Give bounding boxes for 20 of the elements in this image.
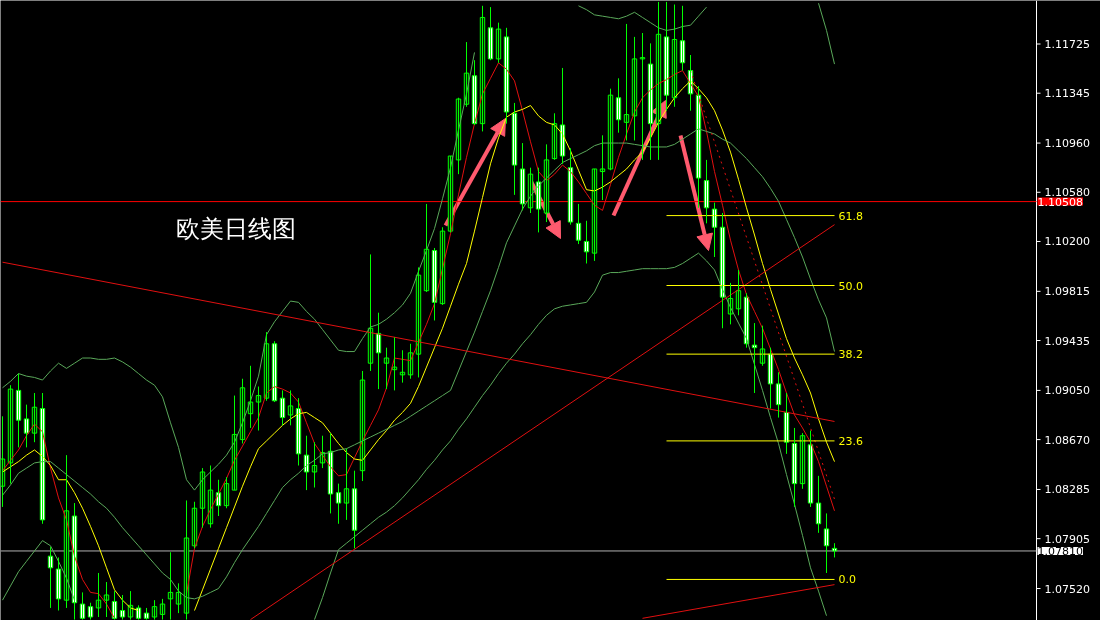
y-tick-label: 1.09050 (1044, 384, 1090, 398)
y-tick-label: 1.07905 (1044, 532, 1090, 546)
series-label: 61.8 (838, 209, 863, 223)
series-label: 23.6 (838, 434, 863, 448)
candlestick (639, 32, 646, 161)
annotation: 欧美日线图 (175, 214, 296, 243)
y-tick-label: 1.10960 (1044, 137, 1090, 151)
y-tick-label: 1.08285 (1044, 483, 1090, 497)
ref-line-label: 1.10508 (1037, 195, 1083, 209)
series-label: 0.0 (838, 573, 856, 587)
y-tick-label: 1.08670 (1044, 433, 1090, 447)
y-tick-label: 1.10200 (1044, 235, 1090, 249)
series-label: 38.2 (838, 348, 863, 362)
y-tick-label: 1.09435 (1044, 334, 1090, 348)
y-tick-label: 1.11725 (1044, 38, 1090, 52)
y-tick-label: 1.11345 (1044, 87, 1090, 101)
series-label: 50.0 (838, 279, 863, 293)
y-tick-label: 1.09815 (1044, 285, 1090, 299)
y-tick-label: 1.07520 (1044, 582, 1090, 596)
ref-line-label: 1.07810 (1037, 544, 1083, 558)
